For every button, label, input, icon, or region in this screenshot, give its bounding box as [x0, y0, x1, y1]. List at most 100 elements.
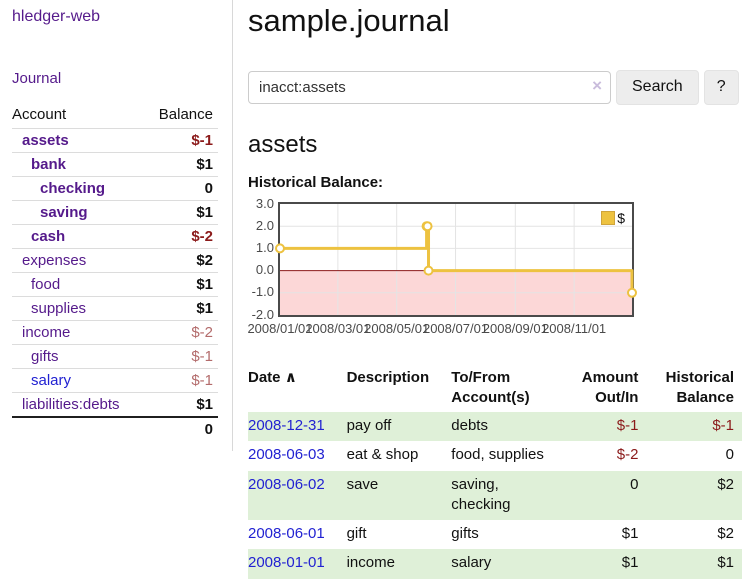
transaction-balance: 0	[725, 446, 734, 464]
account-balance: $1	[196, 156, 213, 173]
accounts-table: Account Balance assets $-1 bank $1 checkin…	[12, 102, 218, 441]
clear-search-icon[interactable]: ×	[592, 75, 602, 95]
account-link-expenses[interactable]: expenses	[22, 252, 87, 269]
accounts-header-account: Account	[12, 106, 67, 123]
transaction-accounts: debts	[451, 412, 562, 442]
col-header-description: Description	[346, 368, 430, 386]
transaction-description: gift	[346, 525, 367, 543]
account-link-assets[interactable]: assets	[22, 132, 69, 149]
sidebar-item-journal[interactable]: Journal	[12, 70, 62, 87]
transaction-accounts: gifts	[451, 525, 479, 543]
y-axis-tick-label: 2.0	[255, 217, 274, 233]
transaction-date-link[interactable]: 2008-01-01	[248, 554, 325, 572]
transaction-balance: $1	[646, 549, 742, 579]
chart-title: Historical Balance:	[248, 173, 384, 191]
account-balance: $-1	[191, 372, 213, 389]
account-heading: assets	[248, 130, 318, 158]
chart-legend: $	[601, 210, 625, 226]
help-button[interactable]: ?	[703, 69, 739, 105]
x-axis-tick-label: 2008/07/01	[422, 320, 489, 336]
account-row: gifts $-1	[12, 344, 218, 369]
transaction-date-link[interactable]: 2008-06-02	[248, 475, 325, 493]
transaction-accounts: food, supplies	[451, 446, 544, 464]
transaction-description: income	[346, 549, 452, 579]
account-row: supplies $1	[12, 296, 218, 321]
page-title: sample.journal	[248, 3, 450, 38]
account-link-saving[interactable]: saving	[40, 204, 88, 221]
balance-chart: $ 3.0 2.0 1.0 0.0 -1.0 -2.0 2008/01/01 2008/03…	[247, 196, 742, 349]
sort-ascending-icon: ∧	[284, 368, 297, 386]
app-title-link[interactable]: hledger-web	[12, 8, 101, 25]
account-link-bank[interactable]: bank	[31, 156, 67, 173]
register-header-row: Date ∧ Description To/From Account(s) Am…	[248, 366, 742, 413]
accounts-total-value: 0	[204, 421, 213, 438]
account-row: food $1	[12, 272, 218, 297]
register-table: Date ∧ Description To/From Account(s) Am…	[248, 366, 742, 579]
y-axis-tick-label: 3.0	[255, 195, 274, 211]
sidebar: hledger-web Journal Account Balance asse…	[0, 0, 233, 451]
col-header-date[interactable]: Date ∧	[248, 366, 347, 413]
col-header-date-label: Date	[248, 368, 281, 386]
account-balance: $1	[196, 204, 213, 221]
account-link-checking[interactable]: checking	[40, 180, 106, 197]
transaction-amount: $-1	[561, 412, 647, 442]
search-input[interactable]	[248, 70, 611, 104]
account-link-supplies[interactable]: supplies	[31, 300, 87, 317]
account-balance: $1	[196, 300, 213, 317]
account-balance: $-2	[191, 324, 213, 341]
transaction-date-link[interactable]: 2008-06-01	[248, 525, 325, 543]
account-link-income[interactable]: income	[22, 324, 71, 341]
transaction-description: pay off	[346, 412, 452, 442]
y-axis-tick-label: 1.0	[255, 240, 274, 256]
account-row: bank $1	[12, 152, 218, 177]
legend-swatch-icon	[601, 210, 616, 225]
y-axis-tick-label: -1.0	[251, 284, 274, 300]
x-axis-tick-label: 2008/11/01	[542, 320, 607, 336]
y-axis-tick-label: -2.0	[251, 306, 274, 322]
account-row: saving $1	[12, 200, 218, 225]
account-balance: $1	[196, 396, 213, 413]
balance-chart-plot: $	[275, 201, 637, 317]
transaction-amount: $1	[561, 549, 647, 579]
account-balance: $-1	[191, 132, 213, 149]
transaction-balance: $2	[717, 525, 734, 543]
transaction-accounts: salary	[451, 549, 562, 579]
account-link-cash[interactable]: cash	[31, 228, 66, 245]
accounts-header-row: Account Balance	[12, 102, 218, 129]
x-axis-tick-label: 2008/05/01	[364, 320, 430, 336]
table-row: 2008-06-02 save saving, checking 0 $2	[248, 470, 742, 521]
transaction-description: save	[346, 470, 452, 521]
account-balance: $-2	[191, 228, 213, 245]
legend-label: $	[617, 209, 625, 226]
transaction-description: eat & shop	[346, 446, 419, 464]
account-link-food[interactable]: food	[31, 276, 61, 293]
account-row: income $-2	[12, 320, 218, 345]
x-axis-tick-label: 2008/09/01	[482, 320, 548, 336]
x-axis-tick-label: 2008/03/01	[305, 320, 371, 336]
transaction-date-link[interactable]: 2008-06-03	[248, 446, 325, 464]
account-balance: $-1	[191, 348, 213, 365]
account-row: assets $-1	[12, 128, 218, 153]
transaction-balance: $-1	[646, 412, 742, 442]
search-form: × Search ?	[248, 69, 742, 105]
transaction-balance: $2	[646, 470, 742, 521]
transaction-date-link[interactable]: 2008-12-31	[248, 417, 325, 435]
x-axis-tick-label: 2008/01/01	[247, 320, 313, 336]
search-button[interactable]: Search	[616, 69, 699, 105]
col-header-amount: Amount Out/In	[581, 368, 639, 406]
col-header-accounts: To/From Account(s)	[451, 368, 530, 406]
account-row: checking 0	[12, 176, 218, 201]
search-input-wrap: ×	[248, 70, 611, 104]
account-row: expenses $2	[12, 248, 218, 273]
account-link-salary[interactable]: salary	[31, 372, 72, 389]
y-axis-tick-label: 0.0	[255, 262, 274, 278]
account-row: salary $-1	[12, 368, 218, 393]
account-balance: $2	[196, 252, 213, 269]
account-link-liabilities-debts[interactable]: liabilities:debts	[22, 396, 120, 413]
chart-canvas	[275, 203, 637, 315]
table-row: 2008-01-01 income salary $1 $1	[248, 549, 742, 579]
transaction-amount: $-2	[616, 446, 639, 464]
sidebar-nav: Journal	[12, 70, 218, 87]
account-link-gifts[interactable]: gifts	[31, 348, 59, 365]
